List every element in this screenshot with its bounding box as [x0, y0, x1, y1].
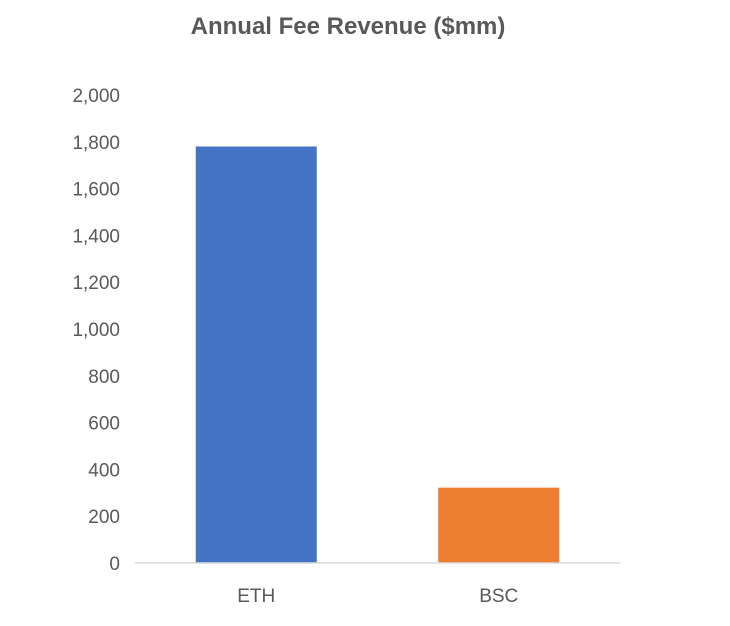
- y-tick-label: 2,000: [72, 86, 120, 107]
- y-axis-ticks: 0 200 400 600 800 1,000 1,200 1,400 1,600 1,800 2,…: [72, 86, 120, 575]
- x-category-label: BSC: [479, 586, 518, 607]
- y-tick-label: 1,000: [72, 320, 120, 341]
- chart-title: Annual Fee Revenue ($mm): [191, 13, 506, 40]
- y-tick-label: 400: [88, 460, 120, 481]
- bar-eth: [195, 146, 317, 564]
- y-tick-label: 1,600: [72, 180, 120, 201]
- y-tick-label: 600: [88, 414, 120, 435]
- bars: [195, 146, 560, 564]
- y-tick-label: 200: [88, 507, 120, 528]
- y-tick-label: 0: [109, 554, 120, 575]
- y-tick-label: 1,400: [72, 226, 120, 247]
- y-tick-label: 1,800: [72, 133, 120, 154]
- x-category-label: ETH: [237, 586, 275, 607]
- x-axis-labels: ETH BSC: [237, 586, 518, 607]
- y-tick-label: 1,200: [72, 273, 120, 294]
- bar-bsc: [438, 487, 560, 563]
- y-tick-label: 800: [88, 367, 120, 388]
